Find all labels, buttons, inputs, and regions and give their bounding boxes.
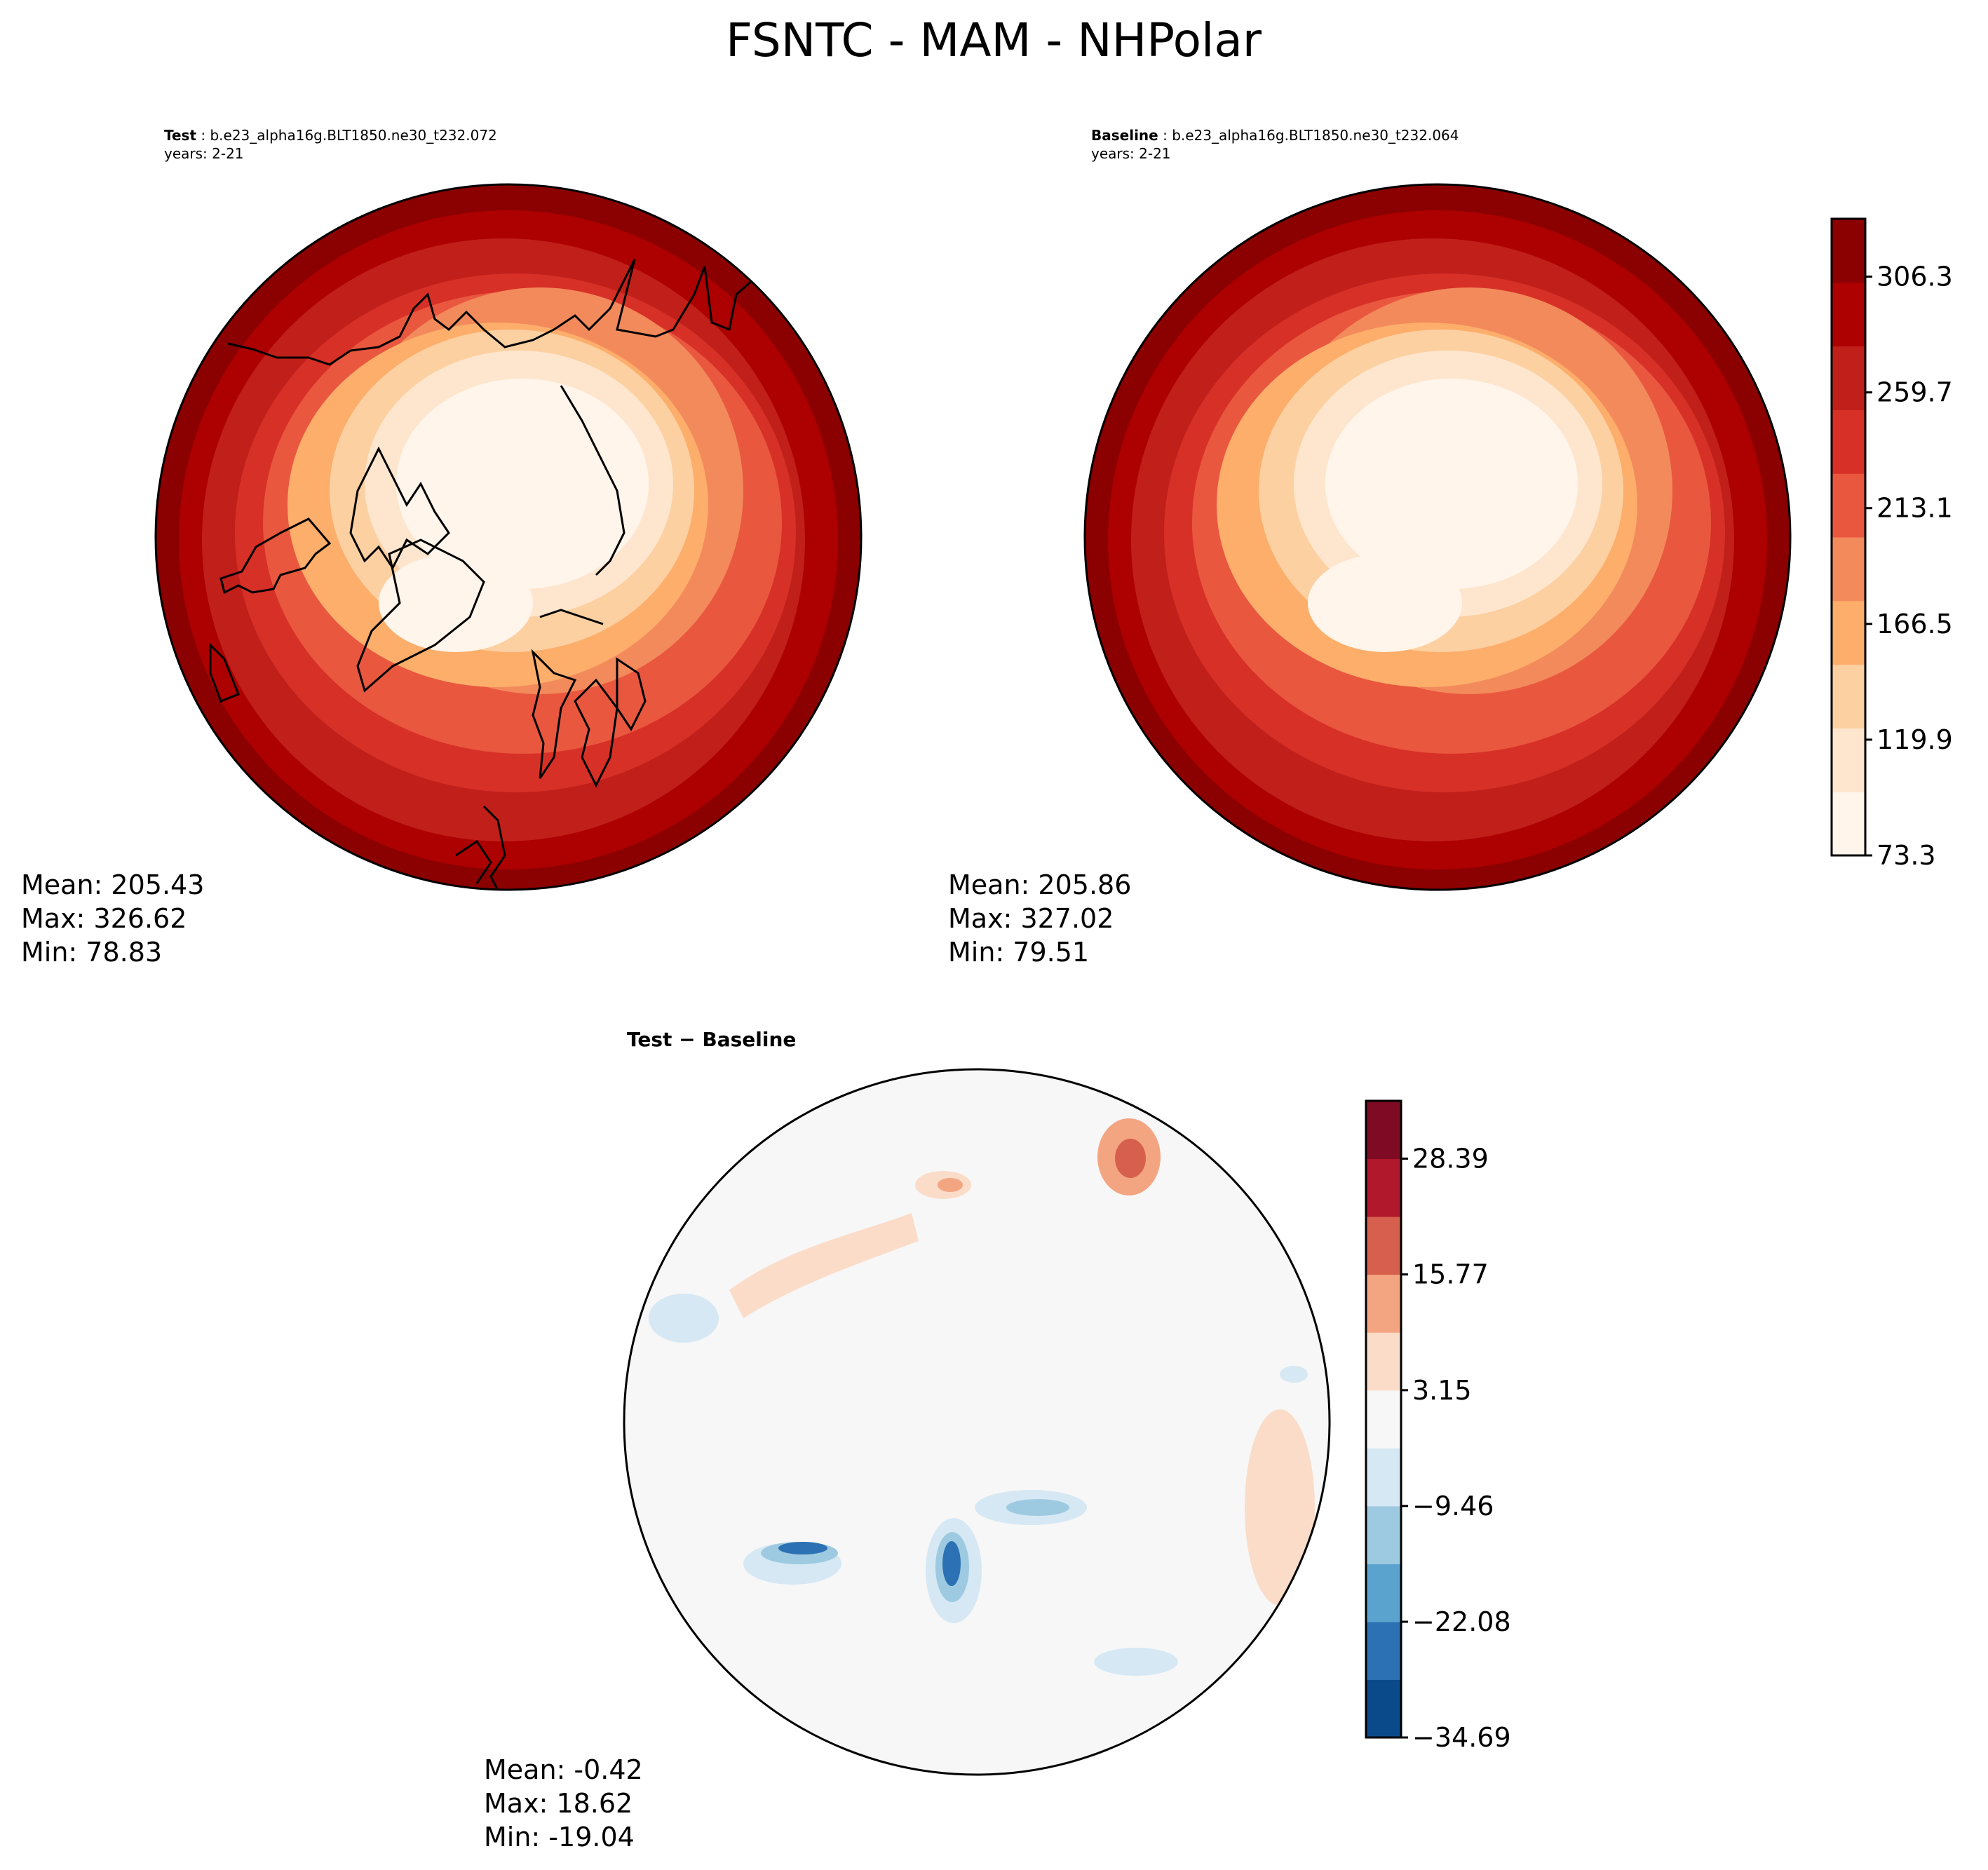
test-header: Test : b.e23_alpha16g.BLT1850.ne30_t232.… [164,127,497,162]
figure-title: FSNTC - MAM - NHPolar [726,13,1262,67]
difference-colorbar: −34.69 −22.08 −9.46 3.15 15.77 28.39 [1365,1099,1511,1753]
main-colorbar-tick-label: 73.3 [1877,840,1936,871]
main-colorbar-segment [1832,409,1865,474]
difference-colorbar-tick-label: −34.69 [1412,1722,1511,1753]
difference-colorbar-tick-label: 3.15 [1412,1375,1472,1406]
difference-colorbar-segment [1366,1390,1401,1449]
difference-colorbar-segment [1366,1621,1401,1680]
baseline-min: Min: 79.51 [948,937,1090,968]
difference-header: Test − Baseline [627,1028,797,1051]
main-colorbar-segment [1832,346,1865,410]
baseline-map-boundary [1083,183,1792,891]
difference-colorbar-segment [1366,1679,1401,1738]
test-polar-map [154,183,863,891]
difference-colorbar-segment [1366,1564,1401,1622]
main-colorbar: 73.3 119.9 166.5 213.1 259.7 306.3 [1830,217,1953,871]
difference-colorbar-tick-label: 15.77 [1412,1259,1489,1290]
difference-max: Max: 18.62 [484,1788,633,1819]
main-colorbar-tick-label: 166.5 [1877,609,1953,639]
difference-colorbar-segment [1366,1217,1401,1275]
main-colorbar-segment [1832,537,1865,602]
test-min: Min: 78.83 [21,937,163,968]
difference-colorbar-segment [1366,1158,1401,1217]
main-colorbar-tick-label: 306.3 [1877,262,1953,292]
test-map-boundary [154,183,863,891]
main-colorbar-tick-label: 119.9 [1877,724,1953,755]
baseline-case-name: b.e23_alpha16g.BLT1850.ne30_t232.064 [1172,127,1459,144]
test-coastlines [209,259,773,890]
main-colorbar-segment [1832,664,1865,729]
main-colorbar-frame [1830,217,1867,857]
main-colorbar-segment [1832,728,1865,792]
test-contour-field [156,184,861,890]
difference-colorbar-segment [1366,1332,1401,1391]
baseline-label: Baseline [1091,127,1158,144]
difference-min: Min: -19.04 [484,1822,635,1852]
difference-stats: Mean: -0.42 Max: 18.62 Min: -19.04 [484,1753,643,1854]
test-label: Test [164,127,197,144]
main-colorbar-tick-label: 213.1 [1877,493,1953,524]
baseline-polar-map [1083,183,1792,891]
main-colorbar-segment [1832,282,1865,347]
main-colorbar-segment [1832,473,1865,538]
test-years: years: 2-21 [164,145,244,162]
difference-polar-map [623,1068,1331,1776]
test-max: Max: 326.62 [21,903,187,934]
baseline-header: Baseline : b.e23_alpha16g.BLT1850.ne30_t… [1091,127,1459,162]
difference-colorbar-segment [1366,1274,1401,1333]
difference-map-boundary [623,1068,1331,1776]
difference-colorbar-segment [1366,1448,1401,1507]
test-case-name: b.e23_alpha16g.BLT1850.ne30_t232.072 [210,127,497,144]
difference-colorbar-segment [1366,1101,1401,1160]
difference-colorbar-frame [1365,1099,1402,1739]
difference-mean: Mean: -0.42 [484,1754,643,1785]
difference-colorbar-tick-label: −22.08 [1412,1606,1511,1637]
test-mean: Mean: 205.43 [21,869,205,900]
baseline-years: years: 2-21 [1091,145,1171,162]
difference-contour-field [624,1069,1330,1775]
test-stats: Mean: 205.43 Max: 326.62 Min: 78.83 [21,868,204,969]
baseline-max: Max: 327.02 [948,903,1114,934]
main-colorbar-segment [1832,600,1865,665]
difference-colorbar-tick-label: −9.46 [1412,1491,1494,1522]
baseline-mean: Mean: 205.86 [948,869,1132,900]
main-colorbar-tick-label: 259.7 [1877,377,1953,408]
difference-colorbar-tick-label: 28.39 [1412,1143,1489,1174]
baseline-stats: Mean: 205.86 Max: 327.02 Min: 79.51 [948,868,1131,969]
main-colorbar-segment [1832,219,1865,283]
main-colorbar-segment [1832,792,1865,856]
difference-colorbar-segment [1366,1505,1401,1564]
baseline-contour-field [1085,184,1790,890]
